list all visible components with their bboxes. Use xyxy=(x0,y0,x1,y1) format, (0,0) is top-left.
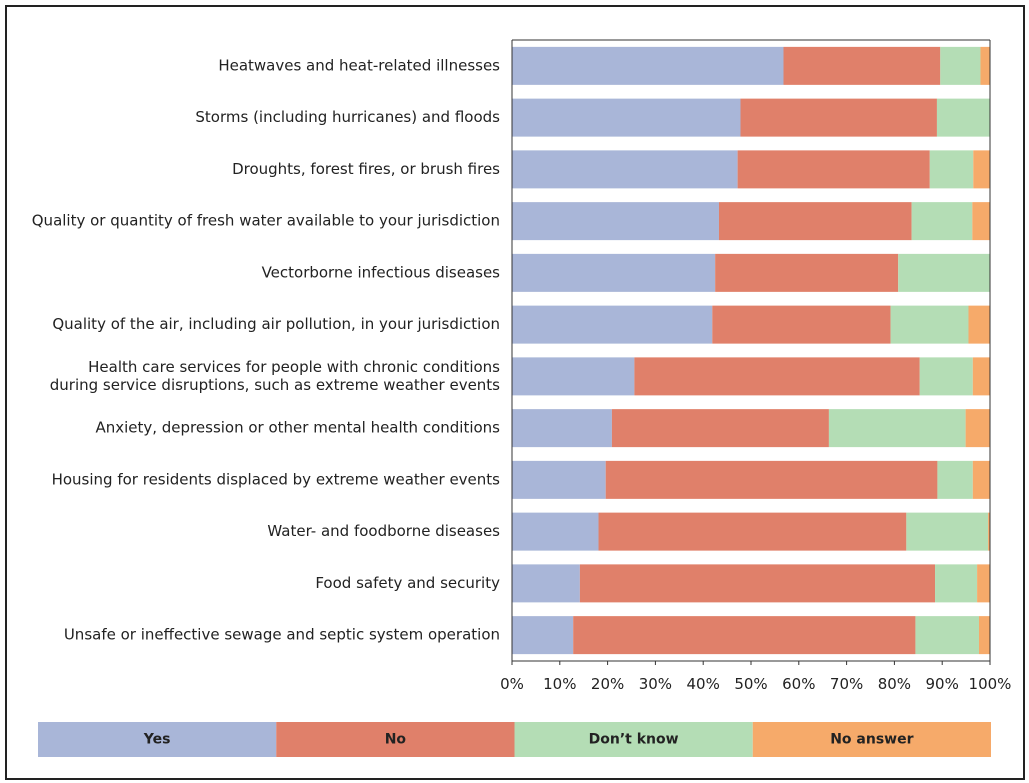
bar-segment-don-t-know xyxy=(915,616,980,655)
bars-group xyxy=(512,46,990,655)
category-label: Storms (including hurricanes) and floods xyxy=(195,108,500,126)
legend-swatch-don-t-know xyxy=(514,722,753,757)
bar-segment-no xyxy=(712,305,891,344)
category-label: Housing for residents displaced by extre… xyxy=(52,470,501,488)
legend-swatch-no xyxy=(276,722,515,757)
bar-segment-no-answer xyxy=(977,564,990,603)
chart-frame: Heatwaves and heat-related illnesses Stor… xyxy=(5,5,1025,780)
bar-segment-no-answer xyxy=(968,305,990,344)
bar-segment-no-answer xyxy=(972,460,990,499)
category-label: Vectorborne infectious diseases xyxy=(262,263,501,281)
category-label: Droughts, forest fires, or brush fires xyxy=(232,160,500,178)
legend-group: Yes No Don’t know No answer xyxy=(38,722,991,757)
bar-segment-don-t-know xyxy=(828,409,966,448)
legend-swatch-yes xyxy=(38,722,277,757)
bar-segment-don-t-know xyxy=(940,46,981,85)
bar-segment-yes xyxy=(512,202,719,241)
bar-segment-don-t-know xyxy=(936,98,990,137)
x-tick-label: 100% xyxy=(969,675,1012,693)
bar-segment-yes xyxy=(512,616,574,655)
bar-segment-don-t-know xyxy=(898,253,990,292)
bar-segment-no xyxy=(718,202,912,241)
category-label: Heatwaves and heat-related illnesses xyxy=(218,56,500,74)
category-label: Water- and foodborne diseases xyxy=(267,522,500,540)
legend-swatch-no-answer xyxy=(752,722,991,757)
x-tick-label: 0% xyxy=(500,675,524,693)
bar-segment-no-answer xyxy=(972,357,990,396)
legend-label-no: No xyxy=(385,732,407,748)
bar-segment-no-answer xyxy=(988,512,990,551)
bar-segment-don-t-know xyxy=(906,512,989,551)
bar-segment-yes xyxy=(512,357,635,396)
x-tick-label: 80% xyxy=(878,675,911,693)
bar-segment-don-t-know xyxy=(937,460,973,499)
x-tick-label: 90% xyxy=(926,675,959,693)
bar-segment-yes xyxy=(512,46,784,85)
bar-segment-yes xyxy=(512,98,741,137)
bar-segment-yes xyxy=(512,460,606,499)
x-axis-group: 0% 10% 20% 30% 40% 50% 60% 70% 80% 90% 100% xyxy=(500,39,1012,693)
bar-segment-don-t-know xyxy=(935,564,978,603)
x-tick-label: 50% xyxy=(734,675,767,693)
bar-segment-no xyxy=(740,98,937,137)
bar-segment-don-t-know xyxy=(919,357,973,396)
bar-segment-no-answer xyxy=(965,409,990,448)
bar-segment-no xyxy=(715,253,899,292)
bar-segment-yes xyxy=(512,253,716,292)
x-tick-label: 20% xyxy=(591,675,624,693)
bar-segment-no xyxy=(598,512,907,551)
x-tick-label: 40% xyxy=(687,675,720,693)
category-label: Quality of the air, including air pollut… xyxy=(52,315,500,333)
category-label: Unsafe or ineffective sewage and septic … xyxy=(64,626,500,644)
bar-segment-no xyxy=(605,460,938,499)
category-labels-group: Heatwaves and heat-related illnesses Stor… xyxy=(32,56,500,643)
x-tick-label: 60% xyxy=(782,675,815,693)
x-tick-label: 70% xyxy=(830,675,863,693)
category-label: Food safety and security xyxy=(315,574,500,592)
legend-label-no-answer: No answer xyxy=(830,732,913,748)
bar-segment-no-answer xyxy=(973,150,990,189)
bar-segment-no xyxy=(634,357,920,396)
bar-segment-no xyxy=(783,46,941,85)
x-tick-label: 10% xyxy=(543,675,576,693)
category-label: Anxiety, depression or other mental heal… xyxy=(95,419,500,437)
bar-segment-no-answer xyxy=(979,616,990,655)
x-tick-label: 30% xyxy=(639,675,672,693)
bar-segment-don-t-know xyxy=(911,202,973,241)
bar-segment-no-answer xyxy=(972,202,990,241)
bar-segment-don-t-know xyxy=(929,150,974,189)
bar-segment-no xyxy=(573,616,916,655)
legend-label-don-t-know: Don’t know xyxy=(589,732,679,748)
stacked-bar-chart: Heatwaves and heat-related illnesses Stor… xyxy=(32,39,1012,757)
category-label: Quality or quantity of fresh water avail… xyxy=(32,212,500,230)
legend-label-yes: Yes xyxy=(143,732,171,748)
bar-segment-don-t-know xyxy=(890,305,969,344)
bar-segment-no xyxy=(579,564,936,603)
bar-segment-yes xyxy=(512,512,599,551)
bar-segment-yes xyxy=(512,305,713,344)
bar-segment-no-answer xyxy=(980,46,990,85)
bar-segment-no xyxy=(737,150,930,189)
bar-segment-yes xyxy=(512,150,738,189)
category-label: Health care services for people with chr… xyxy=(50,358,500,394)
bar-segment-yes xyxy=(512,564,580,603)
bar-segment-yes xyxy=(512,409,612,448)
bar-segment-no xyxy=(611,409,829,448)
